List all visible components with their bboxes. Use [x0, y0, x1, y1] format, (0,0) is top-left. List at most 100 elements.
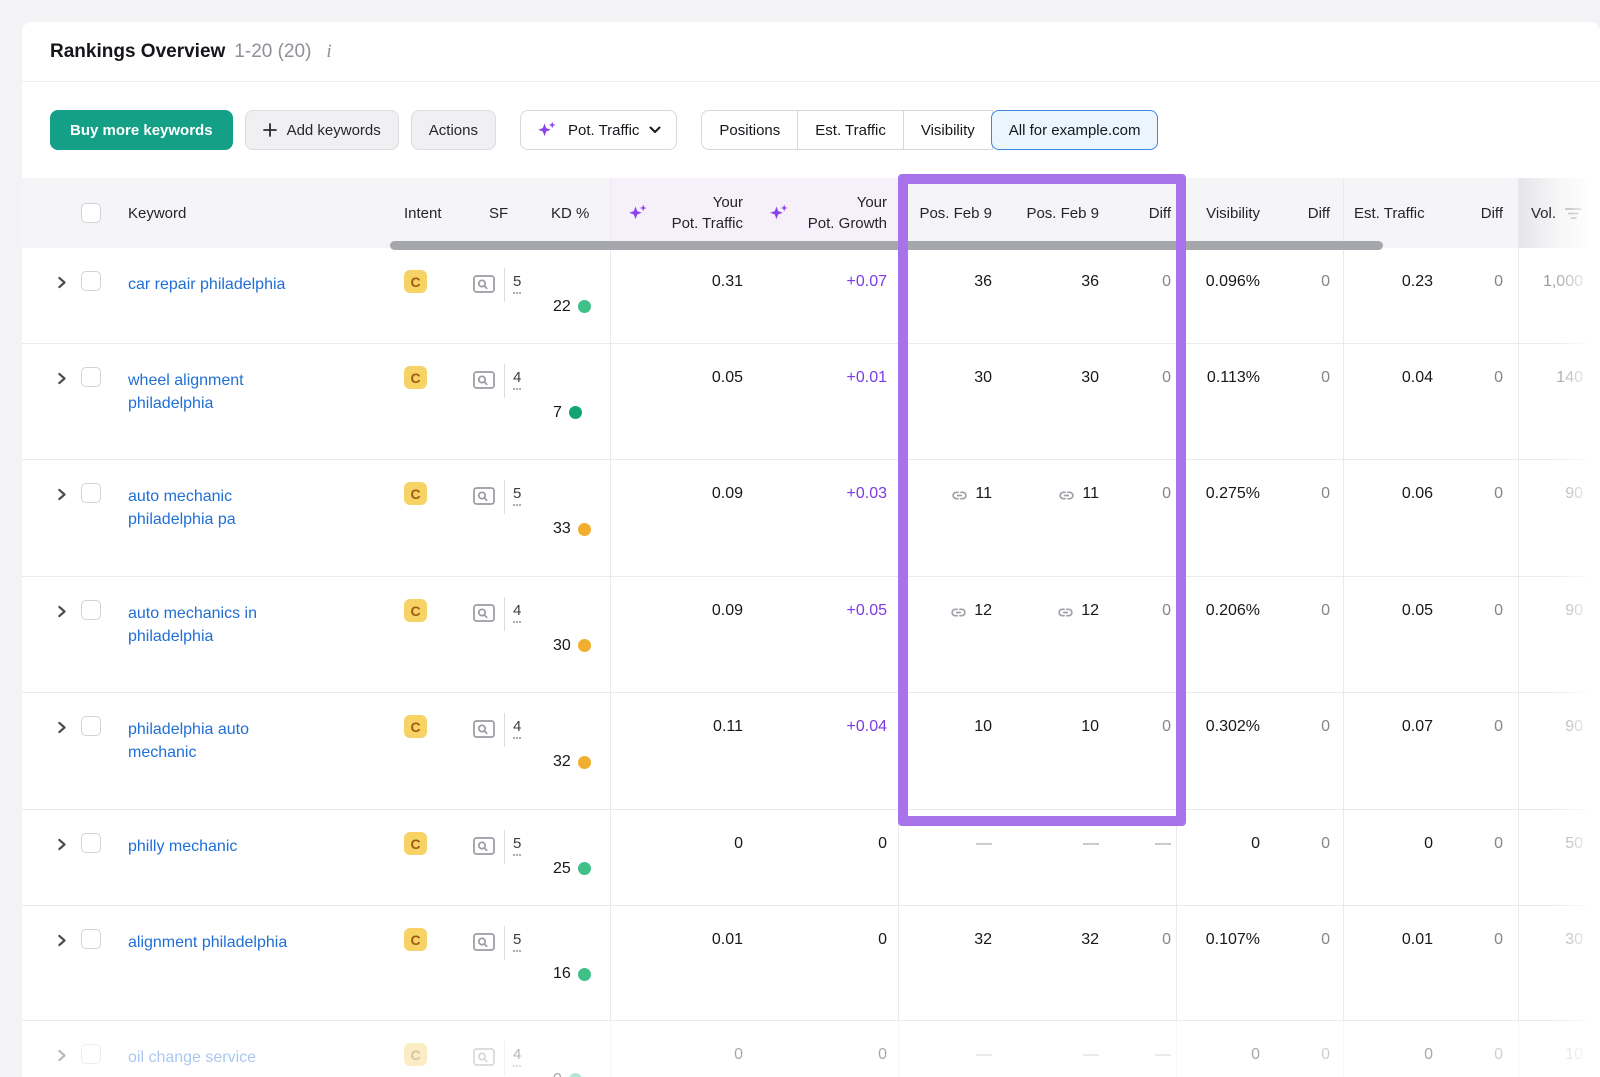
buy-more-keywords-button[interactable]: Buy more keywords — [50, 110, 233, 150]
col-keyword[interactable]: Keyword — [128, 204, 187, 222]
info-icon[interactable]: i — [326, 40, 332, 62]
keyword-link[interactable]: wheel alignment philadelphia — [128, 372, 244, 412]
volume-value: 140 — [1518, 344, 1600, 459]
row-expander[interactable] — [22, 693, 81, 809]
col-pot-traffic[interactable]: Your Pot. Traffic — [610, 178, 760, 248]
col-pos-feb9-prev[interactable]: Pos. Feb 9 — [1026, 204, 1099, 222]
serp-features-icon[interactable] — [472, 602, 496, 624]
col-volume[interactable]: Vol. — [1518, 178, 1600, 248]
kd-cell: 7 — [545, 344, 610, 459]
est-traffic-value: 0.07 — [1343, 693, 1447, 809]
col-kd[interactable]: KD % — [551, 204, 590, 222]
keyword-link[interactable]: oil change service — [128, 1049, 257, 1066]
link-icon[interactable] — [950, 604, 967, 621]
row-checkbox[interactable] — [81, 271, 101, 291]
keyword-link[interactable]: alignment philadelphia — [128, 934, 288, 951]
visibility-diff-value: 0 — [1321, 273, 1330, 290]
kd-dot — [568, 1073, 582, 1077]
tab-positions[interactable]: Positions — [701, 110, 799, 150]
col-est-traffic[interactable]: Est. Traffic — [1343, 178, 1447, 248]
row-expander[interactable] — [22, 344, 81, 459]
row-expander[interactable] — [22, 577, 81, 692]
kd-dot — [568, 406, 582, 419]
col-pos-feb9[interactable]: Pos. Feb 9 — [898, 178, 998, 248]
col-visibility-diff[interactable]: Diff — [1307, 204, 1330, 222]
col-intent[interactable]: Intent — [404, 204, 442, 222]
sf-count[interactable]: 5 — [513, 930, 522, 952]
serp-features-icon[interactable] — [472, 369, 496, 391]
keyword-link[interactable]: auto mechanics in philadelphia — [128, 605, 257, 645]
row-checkbox[interactable] — [81, 483, 101, 503]
divider — [504, 830, 505, 864]
row-checkbox[interactable] — [81, 367, 101, 387]
actions-button[interactable]: Actions — [410, 110, 496, 150]
link-icon[interactable] — [1057, 604, 1074, 621]
sf-count[interactable]: 5 — [513, 272, 522, 294]
intent-badge-commercial[interactable]: C — [404, 482, 427, 505]
pos-diff-value: — — [1155, 1046, 1171, 1063]
sf-count[interactable]: 4 — [513, 1045, 522, 1067]
row-expander[interactable] — [22, 248, 81, 343]
pos-number: — — [976, 1046, 992, 1063]
select-all-checkbox[interactable] — [81, 203, 101, 223]
add-keywords-button[interactable]: Add keywords — [244, 110, 399, 150]
pos-diff-value: — — [1155, 835, 1171, 852]
col-pot-growth[interactable]: Your Pot. Growth — [760, 178, 898, 248]
link-icon[interactable] — [1058, 487, 1075, 504]
intent-badge-commercial[interactable]: C — [404, 928, 427, 951]
row-checkbox[interactable] — [81, 600, 101, 620]
keyword-link[interactable]: car repair philadelphia — [128, 276, 286, 293]
visibility-value: 0.096% — [1176, 248, 1270, 343]
intent-badge-commercial[interactable]: C — [404, 599, 427, 622]
intent-badge-commercial[interactable]: C — [404, 270, 427, 293]
col-pos-diff[interactable]: Diff — [1148, 204, 1171, 222]
sf-count[interactable]: 4 — [513, 601, 522, 623]
volume-value: 1,000 — [1518, 248, 1600, 343]
sort-descending-icon[interactable] — [1565, 207, 1582, 220]
sf-count[interactable]: 5 — [513, 484, 522, 506]
tab-all-for-domain[interactable]: All for example.com — [990, 110, 1159, 150]
est-diff-value: 0 — [1494, 602, 1503, 619]
divider — [504, 926, 505, 960]
row-expander[interactable] — [22, 906, 81, 1020]
divider — [504, 268, 505, 302]
row-checkbox[interactable] — [81, 833, 101, 853]
visibility-diff-value: 0 — [1321, 602, 1330, 619]
keyword-link[interactable]: philadelphia auto mechanic — [128, 721, 249, 761]
serp-features-icon[interactable] — [472, 835, 496, 857]
horizontal-scrollbar[interactable] — [390, 241, 1383, 250]
kd-cell: 0 — [545, 1021, 610, 1077]
row-checkbox[interactable] — [81, 929, 101, 949]
col-visibility[interactable]: Visibility — [1176, 178, 1270, 248]
intent-badge-commercial[interactable]: C — [404, 832, 427, 855]
sparkles-icon — [770, 204, 788, 220]
keyword-link[interactable]: philly mechanic — [128, 838, 238, 855]
row-checkbox[interactable] — [81, 716, 101, 736]
serp-features-icon[interactable] — [472, 931, 496, 953]
row-expander[interactable] — [22, 1021, 81, 1077]
sf-count[interactable]: 5 — [513, 834, 522, 856]
serp-features-icon[interactable] — [472, 485, 496, 507]
metric-dropdown[interactable]: Pot. Traffic — [519, 110, 678, 150]
sf-count[interactable]: 4 — [513, 717, 522, 739]
tab-est-traffic[interactable]: Est. Traffic — [798, 110, 904, 150]
intent-badge-commercial[interactable]: C — [404, 715, 427, 738]
kd-dot — [577, 522, 591, 536]
row-expander[interactable] — [22, 810, 81, 905]
visibility-value: 0 — [1176, 1021, 1270, 1077]
col-sf[interactable]: SF — [489, 204, 509, 222]
intent-badge-commercial[interactable]: C — [404, 1043, 427, 1066]
serp-features-icon[interactable] — [472, 1046, 496, 1068]
row-checkbox[interactable] — [81, 1044, 101, 1064]
tab-visibility[interactable]: Visibility — [903, 110, 993, 150]
pos-feb9-prev-value: 32 — [998, 906, 1105, 1020]
pos-feb9-value: 10 — [898, 693, 998, 809]
sf-count[interactable]: 4 — [513, 368, 522, 390]
keyword-link[interactable]: auto mechanic philadelphia pa — [128, 488, 236, 528]
serp-features-icon[interactable] — [472, 273, 496, 295]
link-icon[interactable] — [951, 487, 968, 504]
row-expander[interactable] — [22, 460, 81, 576]
intent-badge-commercial[interactable]: C — [404, 366, 427, 389]
col-est-diff[interactable]: Diff — [1480, 204, 1503, 222]
serp-features-icon[interactable] — [472, 718, 496, 740]
